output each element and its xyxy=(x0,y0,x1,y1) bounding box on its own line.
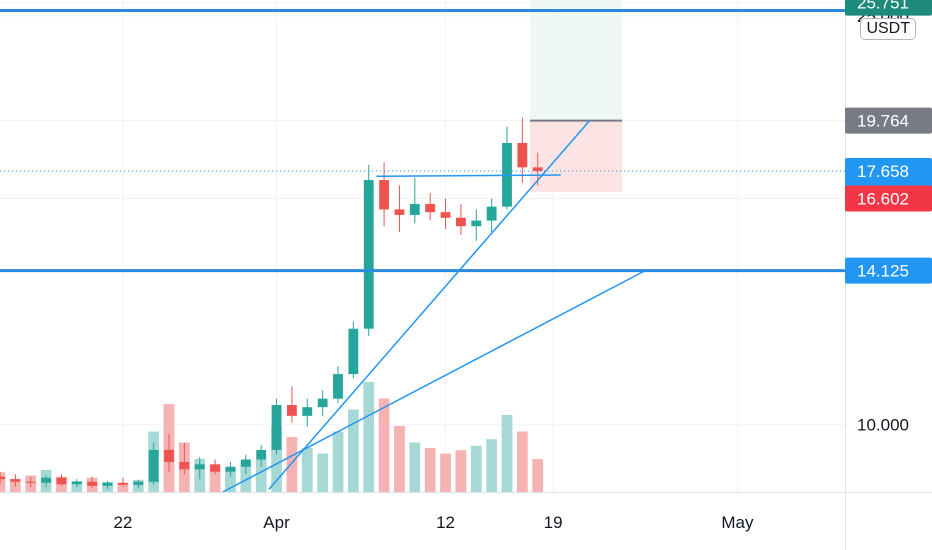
candle-body xyxy=(379,180,390,210)
candle-body xyxy=(333,374,343,399)
volume-bar xyxy=(532,459,544,492)
candle-body xyxy=(317,398,328,408)
trendline xyxy=(222,269,646,493)
candle-body xyxy=(25,481,36,483)
candle-body xyxy=(133,481,144,485)
candle-body xyxy=(471,220,482,227)
volume-bar xyxy=(286,437,298,492)
volume-bar xyxy=(117,483,129,492)
volume-bar xyxy=(347,409,359,492)
y-tick-label: 10.000 xyxy=(857,416,909,435)
candle-body xyxy=(409,203,420,215)
price-badge-target xyxy=(845,107,932,134)
volume-bar xyxy=(455,450,467,492)
price-badge-label: 19.764 xyxy=(857,112,909,131)
candle-body xyxy=(271,405,282,450)
price-badge-label: 14.125 xyxy=(857,262,909,281)
candle-body xyxy=(532,167,543,171)
candle-body xyxy=(179,461,190,470)
volume-bar xyxy=(0,472,6,492)
trendline xyxy=(268,120,591,490)
chart-grid xyxy=(0,0,845,492)
volume-bar xyxy=(516,431,528,492)
volume-bar xyxy=(394,426,405,492)
position-zones xyxy=(530,0,623,192)
candle-body xyxy=(41,477,52,483)
price-badge-label: 16.602 xyxy=(857,189,909,208)
x-tick-label: May xyxy=(721,513,754,532)
candle-body xyxy=(71,481,82,485)
volume-bar xyxy=(470,445,482,492)
candle-body xyxy=(210,464,221,472)
volume-bar xyxy=(225,467,236,492)
volume-bar xyxy=(486,439,498,492)
volume-bar xyxy=(317,453,329,492)
volume-bar xyxy=(424,448,436,492)
volume-bar xyxy=(501,415,513,492)
price-badge-label: 17.658 xyxy=(857,162,909,181)
volume-bar xyxy=(332,431,344,492)
x-tick-label: Apr xyxy=(263,513,290,532)
volume-bar xyxy=(209,464,221,492)
candle-body xyxy=(56,477,67,485)
x-tick-label: 19 xyxy=(544,513,563,532)
candle-body xyxy=(0,476,5,480)
currency-badge[interactable]: USDT xyxy=(860,18,916,40)
x-tick-label: 12 xyxy=(436,513,455,532)
candle-body xyxy=(148,449,159,482)
price-badge-level xyxy=(845,257,932,284)
candle-body xyxy=(440,212,451,218)
price-badge-upper xyxy=(845,0,932,16)
volume-bar xyxy=(409,442,421,492)
candle-body xyxy=(348,328,359,375)
drawn-lines xyxy=(0,8,845,493)
candle-body xyxy=(10,479,21,482)
candle-body xyxy=(117,482,128,485)
volume-bar xyxy=(363,382,375,492)
candle-body xyxy=(87,481,98,486)
candle-body xyxy=(225,466,236,472)
volume-bar xyxy=(440,453,451,492)
candle-body xyxy=(164,449,174,462)
trendline xyxy=(376,174,561,177)
candle-body xyxy=(302,407,313,416)
volume-bar xyxy=(255,459,267,492)
volume-bar xyxy=(301,448,313,492)
candle-body xyxy=(517,142,528,168)
candle-body xyxy=(240,459,251,467)
candle-body xyxy=(102,482,113,486)
volume-bar xyxy=(271,426,282,492)
price-badge-stop xyxy=(845,185,932,212)
volume-bars xyxy=(0,382,544,492)
stop-zone xyxy=(530,120,623,192)
target-zone xyxy=(530,0,623,121)
candle-body xyxy=(425,203,436,213)
volume-bar xyxy=(240,461,252,492)
candlesticks xyxy=(0,117,543,490)
x-tick-label: 22 xyxy=(113,513,132,532)
candle-body xyxy=(194,464,205,470)
candle-body xyxy=(394,209,405,215)
volume-bar xyxy=(378,398,390,492)
candle-body xyxy=(256,449,267,460)
candle-body xyxy=(363,180,374,329)
candle-body xyxy=(455,217,466,227)
candle-body xyxy=(486,206,497,221)
candle-body xyxy=(286,405,297,416)
price-badge-label: 25.751 xyxy=(857,0,909,13)
